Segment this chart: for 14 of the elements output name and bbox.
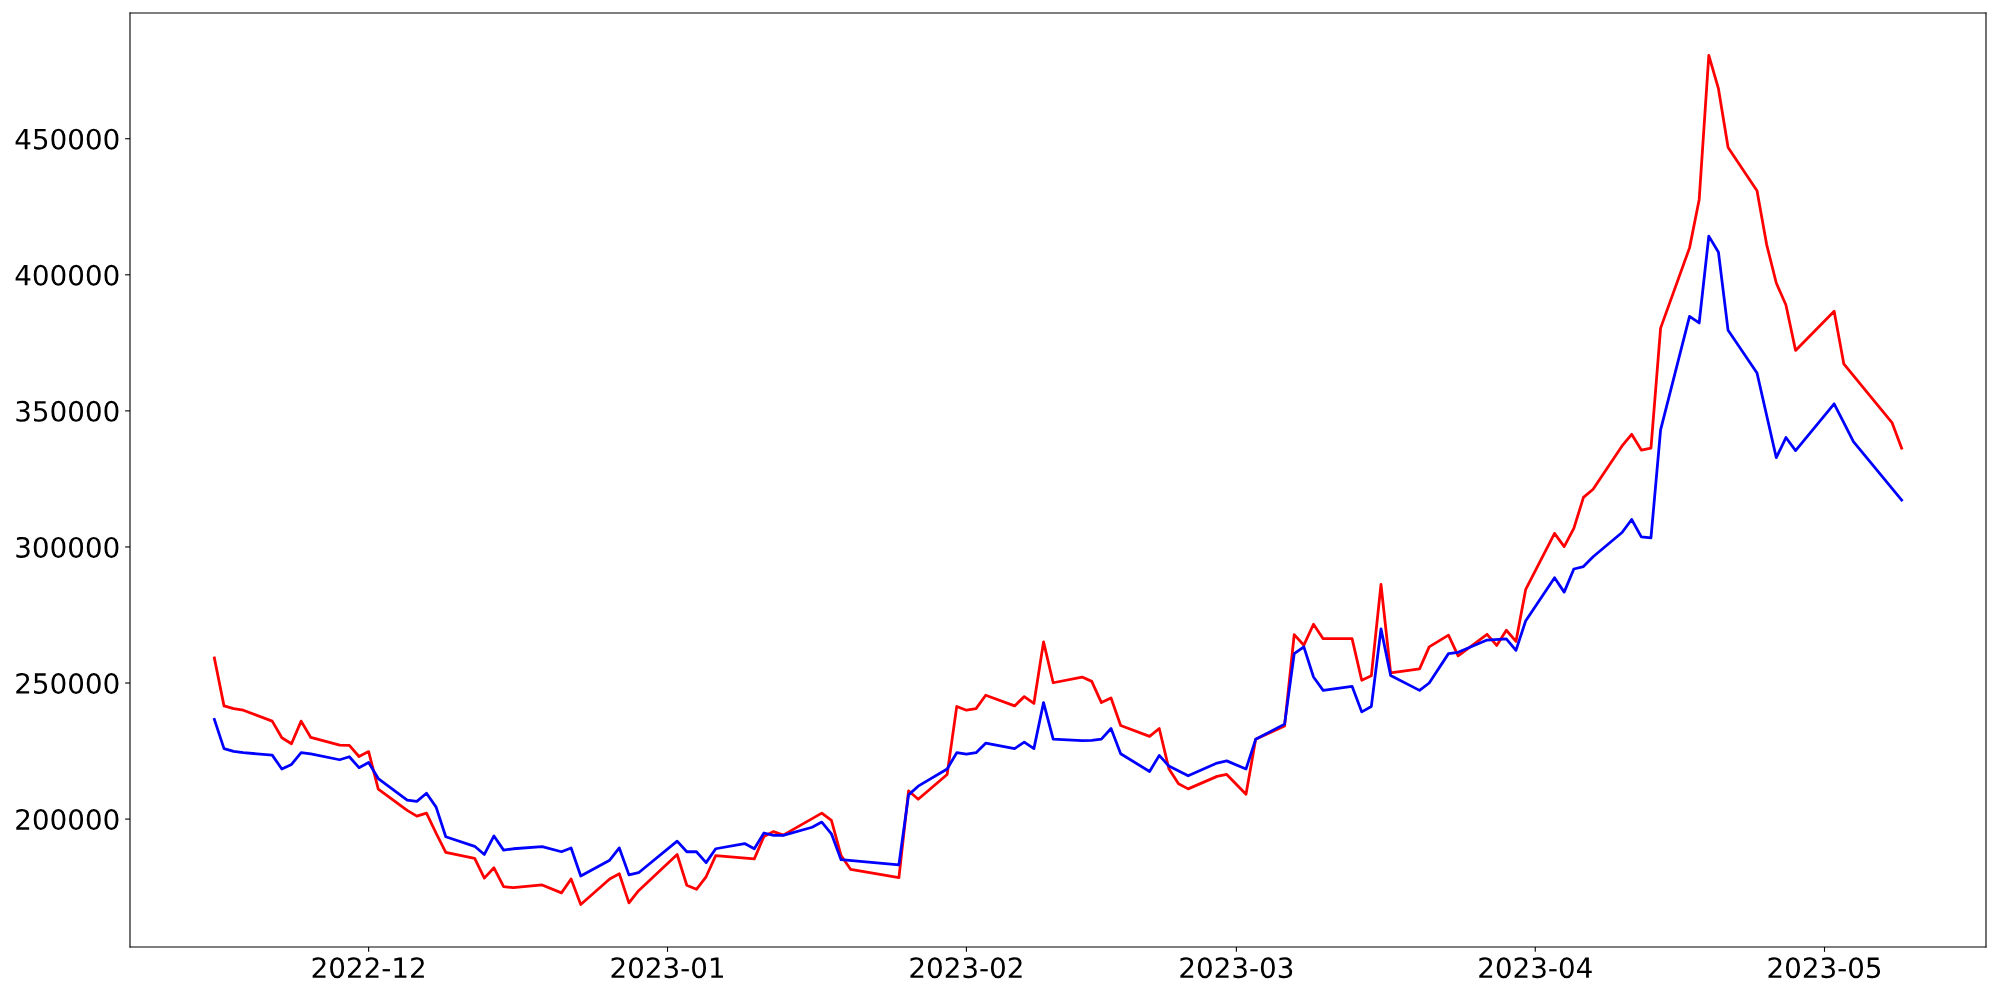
y-tick-label: 200000: [16, 809, 119, 831]
y-tick-label: 300000: [16, 536, 119, 558]
y-tick-label: 450000: [15, 128, 119, 150]
x-tick-label: 2022-12: [312, 957, 424, 979]
y-tick-label: 400000: [15, 264, 119, 286]
x-tick-label: 2023-03: [1180, 957, 1293, 979]
y-tick-label: 250000: [16, 672, 119, 694]
x-tick-label: 2023-02: [910, 957, 1022, 979]
x-tick-label: 2023-05: [1768, 957, 1881, 979]
y-tick-label: 350000: [16, 400, 119, 422]
line-series: [212, 234, 1904, 878]
x-tick-label: 2023-01: [611, 957, 723, 979]
line-series: [212, 54, 1904, 906]
x-tick-label: 2023-04: [1479, 957, 1592, 979]
